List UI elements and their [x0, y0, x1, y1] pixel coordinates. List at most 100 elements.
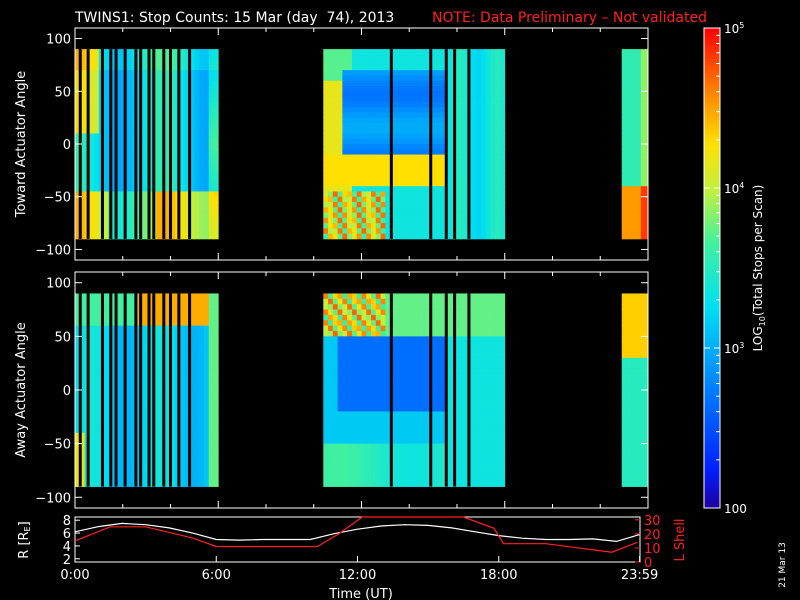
heatmap-cell — [337, 133, 343, 140]
heatmap-cell — [347, 133, 353, 140]
heatmap-cell — [399, 416, 405, 423]
heatmap-cell — [371, 112, 377, 119]
heatmap-cell — [328, 454, 334, 461]
heatmap-cell — [165, 384, 171, 391]
heatmap-cell — [156, 406, 162, 412]
heatmap-cell — [356, 207, 362, 213]
heatmap-cell — [476, 144, 482, 150]
heatmap-cell — [404, 454, 410, 461]
heatmap-cell — [79, 149, 85, 155]
heatmap-cell — [89, 107, 95, 113]
heatmap-cell — [356, 228, 362, 235]
heatmap-cell — [94, 438, 100, 445]
heatmap-cell — [337, 223, 343, 229]
heatmap-cell — [347, 449, 353, 455]
heatmap-cell — [457, 107, 463, 113]
heatmap-cell — [394, 357, 401, 364]
heatmap-cell — [471, 309, 477, 316]
heatmap-cell — [180, 170, 186, 177]
heatmap-cell — [640, 54, 647, 61]
heatmap-cell — [199, 384, 205, 391]
heatmap-cell — [184, 128, 190, 134]
heatmap-cell — [337, 432, 343, 439]
heatmap-cell — [495, 223, 501, 229]
heatmap-cell — [328, 432, 334, 439]
heatmap-cell — [631, 54, 637, 61]
heatmap-cell — [621, 91, 627, 97]
heatmap-cell — [404, 101, 410, 108]
heatmap-cell — [471, 475, 477, 482]
heatmap-cell — [75, 165, 81, 171]
heatmap-cell — [184, 154, 190, 161]
heatmap-cell — [621, 112, 627, 119]
heatmap-cell — [399, 314, 405, 321]
heatmap-cell — [127, 186, 133, 192]
heatmap-cell — [385, 475, 391, 482]
heatmap-cell — [117, 191, 124, 198]
heatmap-cell — [361, 449, 367, 455]
heatmap-cell — [79, 384, 85, 391]
heatmap-cell — [103, 320, 109, 327]
heatmap-cell — [89, 373, 95, 380]
heatmap-cell — [332, 411, 339, 418]
heatmap-cell — [371, 347, 377, 353]
heatmap-cell — [485, 159, 491, 166]
heatmap-cell — [208, 80, 214, 87]
heatmap-cell — [170, 341, 176, 348]
heatmap-cell — [323, 196, 329, 203]
heatmap-cell — [328, 475, 334, 482]
heatmap-cell — [437, 443, 444, 450]
heatmap-cell — [180, 298, 186, 305]
heatmap-cell — [213, 400, 219, 407]
heatmap-cell — [375, 373, 381, 380]
heatmap-cell — [94, 128, 100, 134]
heatmap-cell — [447, 352, 453, 359]
heatmap-cell — [418, 70, 424, 76]
heatmap-cell — [433, 159, 439, 166]
heatmap-cell — [356, 363, 362, 369]
heatmap-cell — [636, 186, 642, 192]
heatmap-cell — [437, 96, 444, 103]
heatmap-cell — [399, 128, 405, 134]
heatmap-cell — [640, 175, 647, 182]
heatmap-cell — [170, 331, 176, 337]
heatmap-cell — [471, 128, 477, 134]
heatmap-cell — [184, 59, 190, 66]
heatmap-cell — [208, 64, 214, 71]
heatmap-cell — [409, 75, 415, 82]
heatmap-cell — [640, 154, 647, 161]
heatmap-cell — [189, 196, 195, 203]
heatmap-cell — [165, 138, 171, 145]
heatmap-cell — [640, 212, 647, 219]
heatmap-cell — [375, 390, 381, 396]
heatmap-cell — [342, 122, 348, 129]
heatmap-cell — [636, 80, 642, 87]
heatmap-cell — [626, 223, 632, 229]
heatmap-cell — [75, 233, 81, 240]
heatmap-cell — [414, 75, 420, 82]
heatmap-cell — [418, 298, 424, 305]
heatmap-cell — [180, 49, 186, 55]
heatmap-cell — [371, 223, 377, 229]
heatmap-cell — [447, 449, 453, 455]
heatmap-cell — [356, 449, 362, 455]
heatmap-cell — [380, 325, 386, 332]
heatmap-cell — [194, 180, 200, 187]
heatmap-cell — [117, 91, 124, 97]
heatmap-cell — [189, 233, 195, 240]
heatmap-cell — [127, 80, 133, 87]
heatmap-cell — [156, 368, 162, 375]
heatmap-cell — [380, 432, 386, 439]
heatmap-cell — [194, 96, 200, 103]
heatmap-cell — [457, 357, 463, 364]
heatmap-cell — [184, 304, 190, 310]
heatmap-cell — [332, 180, 339, 187]
heatmap-cell — [404, 320, 410, 327]
heatmap-cell — [418, 196, 424, 203]
heatmap-cell — [323, 293, 329, 300]
heatmap-cell — [203, 427, 210, 434]
heatmap-cell — [461, 233, 467, 240]
heatmap-cell — [356, 91, 362, 97]
heatmap-cell — [156, 107, 162, 113]
heatmap-cell — [375, 438, 381, 445]
